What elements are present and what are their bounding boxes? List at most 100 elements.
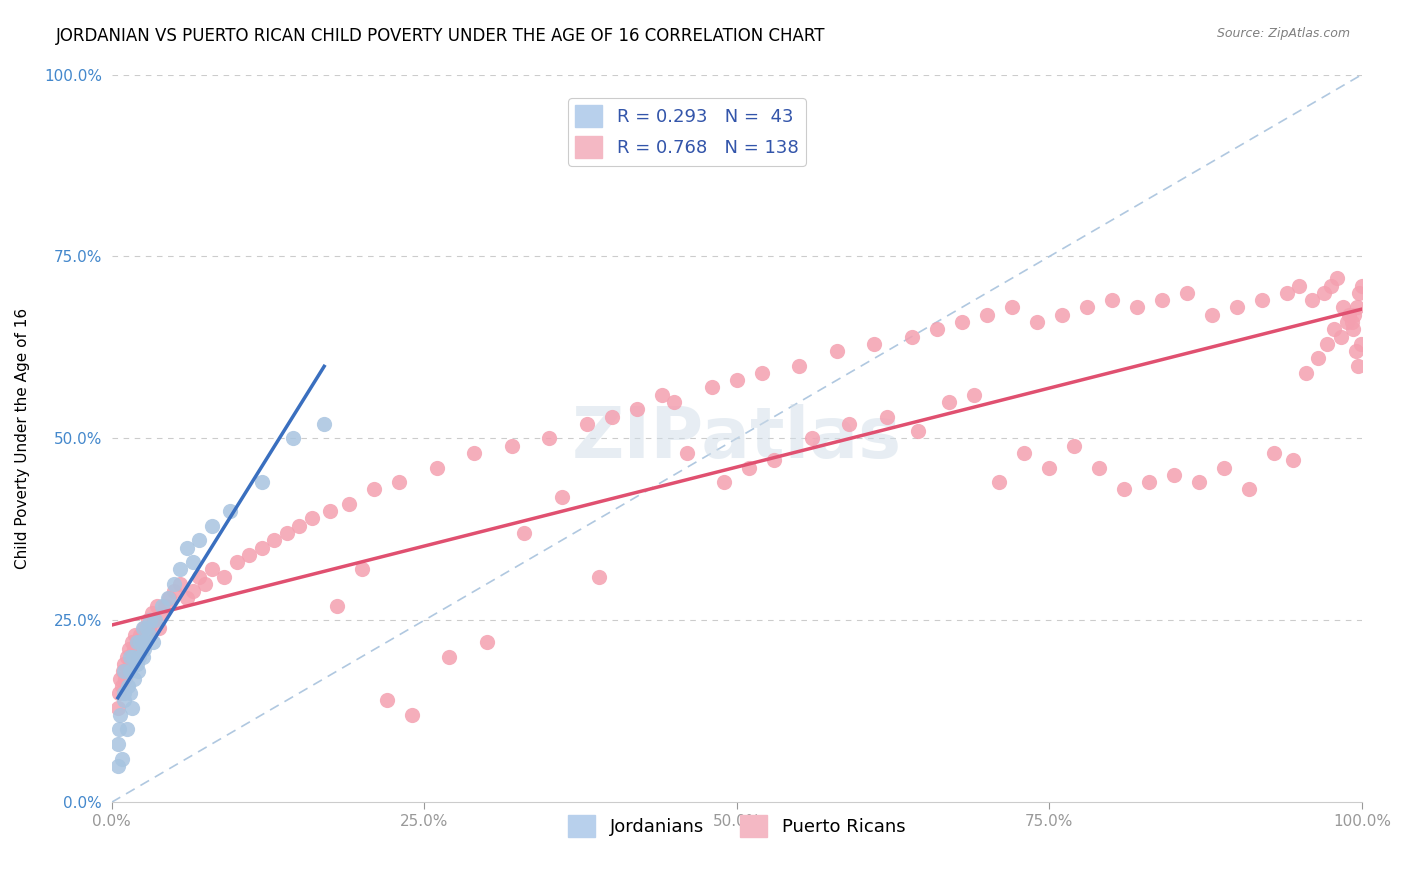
Point	[110, 672, 132, 686]
Point	[950, 315, 973, 329]
Point	[1150, 293, 1173, 307]
Point	[120, 665, 142, 679]
Point	[1163, 467, 1185, 482]
Point	[118, 642, 141, 657]
Point	[1282, 453, 1305, 467]
Point	[136, 613, 159, 627]
Point	[1316, 336, 1339, 351]
Point	[1326, 271, 1348, 285]
Point	[513, 526, 536, 541]
Point	[1213, 460, 1236, 475]
Point	[107, 759, 129, 773]
Point	[110, 679, 132, 693]
Text: Source: ZipAtlas.com: Source: ZipAtlas.com	[1216, 27, 1350, 40]
Point	[163, 584, 186, 599]
Point	[156, 591, 179, 606]
Point	[263, 533, 285, 548]
Point	[337, 497, 360, 511]
Point	[169, 577, 191, 591]
Point	[163, 577, 186, 591]
Point	[789, 359, 811, 373]
Point	[125, 657, 148, 671]
Point	[863, 336, 886, 351]
Point	[120, 686, 142, 700]
Point	[176, 541, 198, 555]
Point	[288, 518, 311, 533]
Point	[188, 569, 211, 583]
Point	[112, 686, 135, 700]
Point	[131, 635, 153, 649]
Point	[122, 649, 145, 664]
Point	[120, 649, 142, 664]
Point	[1343, 308, 1365, 322]
Point	[132, 649, 155, 664]
Point	[141, 606, 163, 620]
Point	[122, 642, 145, 657]
Point	[129, 628, 152, 642]
Point	[132, 621, 155, 635]
Point	[1201, 308, 1223, 322]
Point	[1050, 308, 1073, 322]
Point	[763, 453, 786, 467]
Point	[129, 635, 152, 649]
Point	[138, 621, 160, 635]
Point	[117, 679, 139, 693]
Point	[115, 649, 138, 664]
Point	[588, 569, 610, 583]
Point	[1301, 293, 1323, 307]
Point	[134, 635, 156, 649]
Point	[169, 562, 191, 576]
Point	[1114, 483, 1136, 497]
Point	[1350, 336, 1372, 351]
Point	[664, 395, 686, 409]
Point	[551, 490, 574, 504]
Point	[134, 642, 156, 657]
Point	[112, 657, 135, 671]
Point	[225, 555, 247, 569]
Point	[1251, 293, 1274, 307]
Text: JORDANIAN VS PUERTO RICAN CHILD POVERTY UNDER THE AGE OF 16 CORRELATION CHART: JORDANIAN VS PUERTO RICAN CHILD POVERTY …	[56, 27, 825, 45]
Point	[188, 533, 211, 548]
Point	[281, 431, 304, 445]
Point	[250, 541, 273, 555]
Point	[675, 446, 697, 460]
Point	[201, 562, 224, 576]
Point	[128, 642, 150, 657]
Point	[134, 621, 156, 635]
Point	[110, 751, 132, 765]
Y-axis label: Child Poverty Under the Age of 16: Child Poverty Under the Age of 16	[15, 308, 30, 569]
Point	[135, 628, 157, 642]
Point	[738, 460, 761, 475]
Point	[301, 511, 323, 525]
Point	[1188, 475, 1211, 489]
Point	[112, 665, 135, 679]
Point	[1319, 278, 1341, 293]
Point	[825, 344, 848, 359]
Point	[713, 475, 735, 489]
Point	[219, 504, 242, 518]
Point	[1063, 439, 1085, 453]
Point	[350, 562, 373, 576]
Point	[108, 723, 131, 737]
Point	[121, 635, 143, 649]
Point	[1331, 301, 1354, 315]
Point	[1288, 278, 1310, 293]
Point	[143, 613, 166, 627]
Point	[150, 606, 173, 620]
Point	[751, 366, 773, 380]
Point	[475, 635, 498, 649]
Point	[125, 635, 148, 649]
Point	[1295, 366, 1317, 380]
Point	[1341, 315, 1364, 329]
Point	[925, 322, 948, 336]
Point	[127, 649, 149, 664]
Point	[134, 635, 156, 649]
Point	[1038, 460, 1060, 475]
Point	[128, 649, 150, 664]
Point	[110, 708, 132, 723]
Point	[250, 475, 273, 489]
Point	[181, 584, 204, 599]
Point	[132, 635, 155, 649]
Legend: Jordanians, Puerto Ricans: Jordanians, Puerto Ricans	[561, 808, 912, 844]
Point	[148, 621, 170, 635]
